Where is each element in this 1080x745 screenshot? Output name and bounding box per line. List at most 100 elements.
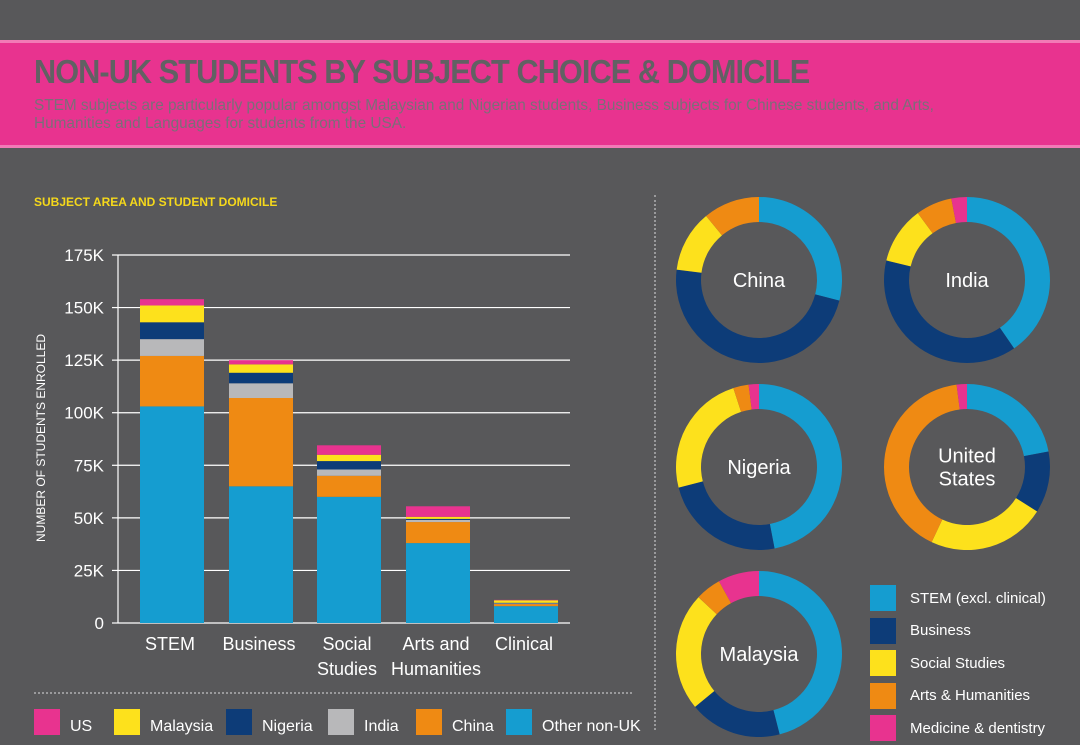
legend-label: Nigeria: [262, 718, 313, 736]
legend-swatch: [114, 709, 140, 735]
y-tick-label: 150K: [64, 299, 104, 318]
legend-item-business: Business: [870, 615, 1046, 648]
horizontal-divider: [34, 692, 632, 694]
legend-swatch: [416, 709, 442, 735]
bar-segment-india: [229, 383, 293, 398]
donut-label: United: [938, 446, 996, 468]
legend-item-malaysia: Malaysia: [114, 708, 213, 736]
legend-label: Medicine & dentistry: [910, 720, 1045, 737]
bar-segment-india: [406, 520, 470, 522]
x-tick-label: Social: [322, 634, 371, 654]
legend-swatch: [34, 709, 60, 735]
bar-segment-nigeria: [494, 603, 558, 604]
legend-label: Other non-UK: [542, 718, 641, 736]
bar-segment-other: [140, 406, 204, 623]
legend-label: STEM (excl. clinical): [910, 590, 1046, 607]
legend-swatch: [328, 709, 354, 735]
bar-segment-nigeria: [229, 373, 293, 384]
bar-segment-india: [317, 469, 381, 475]
y-tick-label: 75K: [74, 456, 105, 475]
donut-slice-social: [676, 597, 717, 707]
bar-segment-india: [140, 339, 204, 356]
bar-segment-china: [140, 356, 204, 406]
legend-swatch: [870, 585, 896, 611]
x-tick-label: Clinical: [495, 634, 553, 654]
donut-slice-business: [679, 481, 775, 550]
bar-segment-malaysia: [140, 305, 204, 322]
y-tick-label: 0: [95, 614, 104, 633]
bar-legend: US Malaysia Nigeria India China Other non-UK: [34, 708, 644, 738]
y-tick-label: 175K: [64, 246, 104, 265]
y-tick-label: 50K: [74, 509, 105, 528]
x-tick-label: Business: [222, 634, 295, 654]
legend-item-china: China: [416, 708, 494, 736]
legend-swatch: [506, 709, 532, 735]
donut-slice-social: [932, 498, 1037, 550]
donut-nigeria: Nigeria: [676, 384, 842, 550]
legend-label: China: [452, 718, 494, 736]
bar-segment-us: [140, 299, 204, 305]
donut-label: China: [733, 270, 786, 292]
bar-segment-nigeria: [317, 461, 381, 469]
legend-item-social: Social Studies: [870, 647, 1046, 680]
bar-segment-us: [317, 445, 381, 454]
legend-label: India: [364, 718, 399, 736]
legend-item-us: US: [34, 708, 92, 736]
y-tick-label: 25K: [74, 561, 105, 580]
y-axis-label: NUMBER OF STUDENTS ENROLLED: [34, 334, 48, 542]
legend-swatch: [870, 618, 896, 644]
donut-label: States: [939, 469, 996, 491]
bar-segment-us: [229, 360, 293, 364]
bar-segment-malaysia: [406, 517, 470, 519]
bar-segment-malaysia: [229, 364, 293, 372]
legend-swatch: [870, 683, 896, 709]
bar-segment-other: [317, 497, 381, 623]
bar-segment-nigeria: [406, 519, 470, 520]
legend-item-medicine: Medicine & dentistry: [870, 712, 1046, 745]
legend-label: Social Studies: [910, 655, 1005, 672]
legend-swatch: [870, 650, 896, 676]
legend-swatch: [870, 715, 896, 741]
x-tick-label: STEM: [145, 634, 195, 654]
bar-segment-india: [494, 603, 558, 604]
legend-label: Malaysia: [150, 718, 213, 736]
bar-segment-other: [494, 606, 558, 623]
page-subtitle: STEM subjects are particularly popular a…: [34, 97, 994, 133]
legend-label: US: [70, 718, 92, 736]
bar-segment-malaysia: [494, 600, 558, 603]
legend-label: Business: [910, 622, 971, 639]
bar-segment-other: [229, 486, 293, 623]
vertical-divider: [654, 195, 656, 730]
legend-item-stem: STEM (excl. clinical): [870, 582, 1046, 615]
page-title: NON-UK STUDENTS BY SUBJECT CHOICE & DOMI…: [34, 53, 809, 91]
stacked-bar-chart: 0 25K 50K 75K 100K 125K 150K 175K STEM Business S…: [0, 230, 640, 690]
bar-segment-malaysia: [317, 455, 381, 461]
donut-label: India: [945, 270, 989, 292]
bar-segment-china: [406, 522, 470, 543]
legend-item-arts: Arts & Humanities: [870, 680, 1046, 713]
donut-china: China: [676, 197, 842, 363]
legend-item-other: Other non-UK: [506, 708, 641, 736]
bar-segment-china: [317, 476, 381, 497]
x-tick-label: Arts and: [402, 634, 469, 654]
bar-segment-other: [406, 543, 470, 623]
y-tick-label: 100K: [64, 404, 104, 423]
legend-swatch: [226, 709, 252, 735]
y-tick-label: 125K: [64, 351, 104, 370]
legend-item-nigeria: Nigeria: [226, 708, 313, 736]
donut-legend: STEM (excl. clinical) Business Social Stud…: [870, 582, 1046, 745]
chart-title: SUBJECT AREA AND STUDENT DOMICILE: [34, 195, 277, 209]
bar-segment-china: [229, 398, 293, 486]
header-banner: NON-UK STUDENTS BY SUBJECT CHOICE & DOMI…: [0, 40, 1080, 148]
donut-india: India: [884, 197, 1050, 363]
donut-malaysia: Malaysia: [676, 571, 842, 737]
legend-label: Arts & Humanities: [910, 687, 1030, 704]
donut-label: Nigeria: [727, 457, 791, 479]
donut-slice-business: [695, 691, 780, 737]
legend-item-india: India: [328, 708, 399, 736]
donut-label: Malaysia: [720, 644, 800, 666]
x-tick-label: Studies: [317, 659, 377, 679]
bar-segment-china: [494, 604, 558, 606]
x-tick-label: Humanities: [391, 659, 481, 679]
